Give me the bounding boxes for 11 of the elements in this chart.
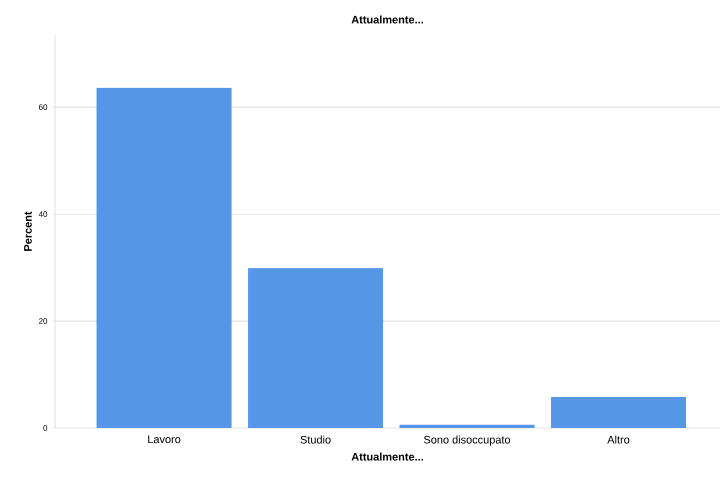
x-tick-label: Studio bbox=[300, 436, 331, 444]
y-axis-title: Percent bbox=[24, 212, 32, 251]
chart-title: Attualmente... bbox=[352, 15, 423, 24]
x-axis-title: Attualmente... bbox=[352, 452, 423, 461]
x-tick-label: Altro bbox=[607, 436, 630, 444]
bar bbox=[96, 88, 232, 428]
x-tick-label: Lavoro bbox=[148, 436, 180, 444]
bar bbox=[551, 396, 686, 428]
x-tick-label: Sono disoccupato bbox=[424, 436, 510, 446]
bar bbox=[248, 268, 384, 428]
bar bbox=[400, 424, 535, 428]
